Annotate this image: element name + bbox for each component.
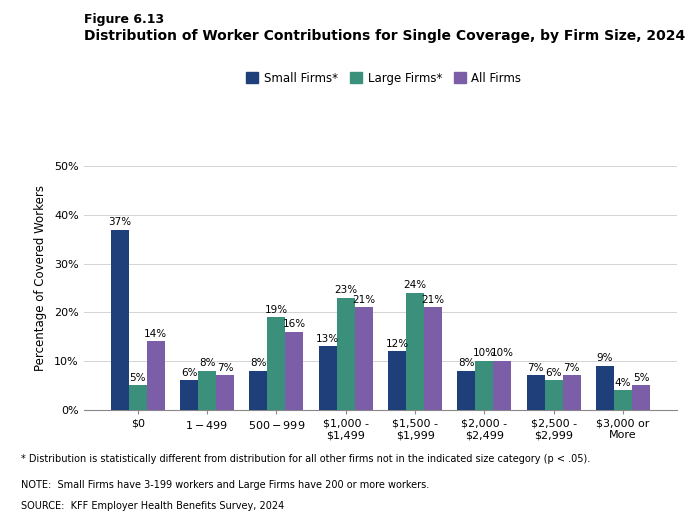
Bar (216, 375, 234, 410)
Text: Distribution of Worker Contributions for Single Coverage, by Firm Size, 2024: Distribution of Worker Contributions for… (84, 29, 685, 43)
Bar (493, 361, 512, 410)
Bar (180, 380, 198, 410)
Bar (355, 308, 373, 410)
Bar (319, 346, 336, 410)
Bar (111, 229, 128, 410)
Text: 9%: 9% (597, 353, 614, 363)
Text: 6%: 6% (545, 368, 562, 378)
Text: 19%: 19% (265, 304, 288, 314)
Text: SOURCE:  KFF Employer Health Benefits Survey, 2024: SOURCE: KFF Employer Health Benefits Sur… (21, 501, 284, 511)
Text: 12%: 12% (385, 339, 408, 349)
Text: 4%: 4% (615, 377, 631, 387)
Bar (614, 390, 632, 410)
Bar (632, 385, 650, 410)
Text: 7%: 7% (563, 363, 580, 373)
Text: Figure 6.13: Figure 6.13 (84, 13, 164, 26)
Legend: Small Firms*, Large Firms*, All Firms: Small Firms*, Large Firms*, All Firms (246, 71, 521, 85)
Bar (249, 371, 267, 410)
Text: 8%: 8% (250, 358, 267, 368)
Bar (267, 317, 285, 410)
Text: 8%: 8% (458, 358, 475, 368)
Text: 23%: 23% (334, 285, 357, 295)
Bar (563, 375, 581, 410)
Text: 24%: 24% (403, 280, 426, 290)
Bar (147, 341, 165, 410)
Text: 13%: 13% (316, 334, 339, 344)
Text: 5%: 5% (130, 373, 146, 383)
Text: 6%: 6% (181, 368, 198, 378)
Text: 21%: 21% (352, 295, 376, 305)
Bar (457, 371, 475, 410)
Text: 7%: 7% (217, 363, 233, 373)
Bar (388, 351, 406, 410)
Text: 7%: 7% (528, 363, 544, 373)
Bar (198, 371, 216, 410)
Bar (128, 385, 147, 410)
Text: 37%: 37% (108, 217, 131, 227)
Bar (527, 375, 544, 410)
Bar (596, 366, 614, 410)
Text: 10%: 10% (491, 349, 514, 359)
Bar (285, 332, 304, 410)
Text: 8%: 8% (199, 358, 216, 368)
Text: 10%: 10% (473, 349, 496, 359)
Bar (406, 293, 424, 410)
Text: NOTE:  Small Firms have 3-199 workers and Large Firms have 200 or more workers.: NOTE: Small Firms have 3-199 workers and… (21, 480, 429, 490)
Text: 21%: 21% (422, 295, 445, 305)
Text: 14%: 14% (144, 329, 168, 339)
Text: 16%: 16% (283, 319, 306, 329)
Bar (336, 298, 355, 410)
Bar (475, 361, 493, 410)
Text: 5%: 5% (633, 373, 649, 383)
Bar (544, 380, 563, 410)
Y-axis label: Percentage of Covered Workers: Percentage of Covered Workers (34, 185, 47, 371)
Text: * Distribution is statistically different from distribution for all other firms : * Distribution is statistically differen… (21, 454, 591, 464)
Bar (424, 308, 442, 410)
